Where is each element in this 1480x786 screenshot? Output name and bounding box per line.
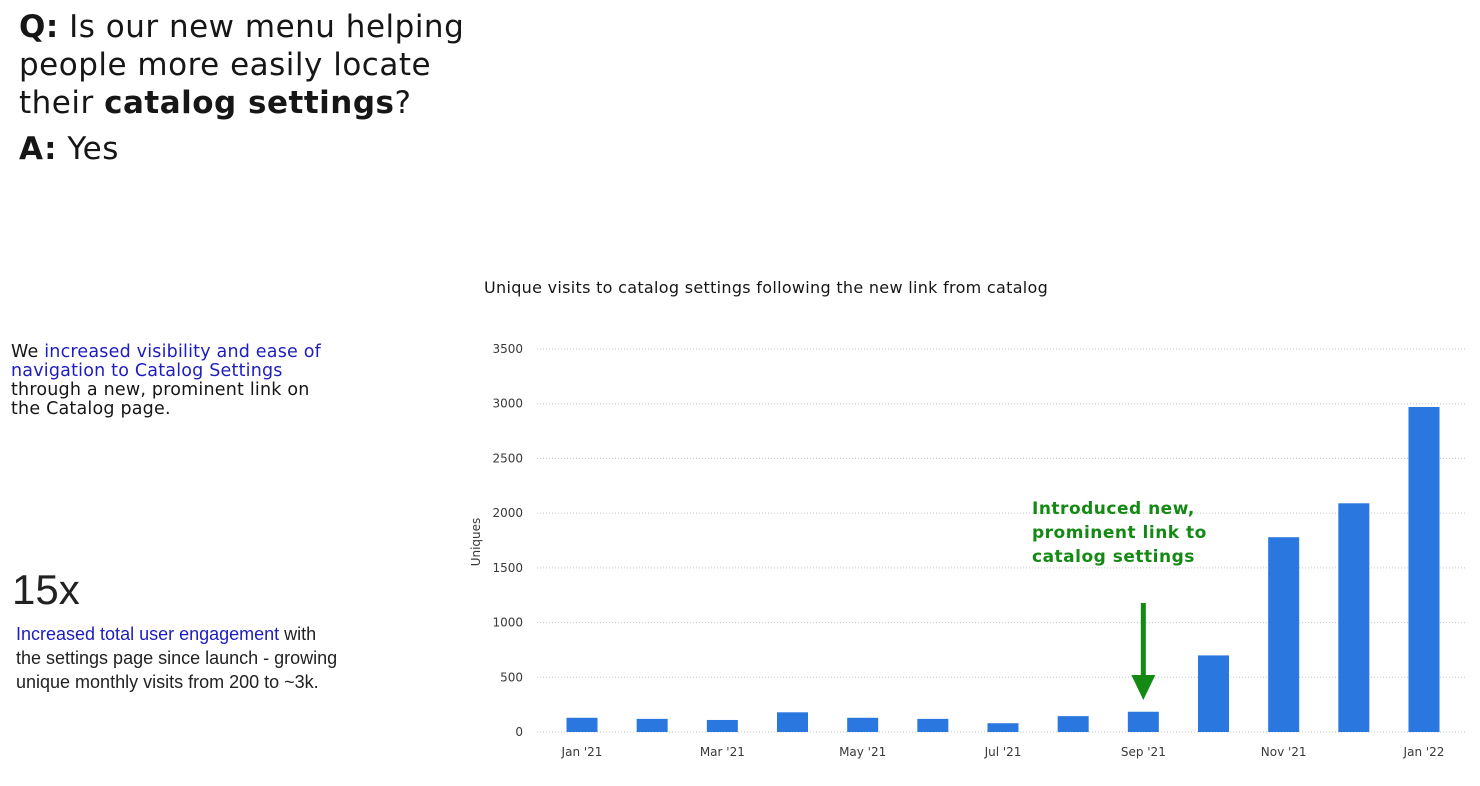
question-suffix: ? <box>394 85 412 121</box>
bar <box>987 723 1019 732</box>
y-tick-label: 2500 <box>492 451 523 465</box>
annotation-text: Introduced new, prominent link to catalo… <box>1032 499 1207 567</box>
stat-rest: with the settings page since launch - gr… <box>16 624 338 692</box>
bar <box>847 717 879 732</box>
y-tick-label: 0 <box>515 725 523 739</box>
bar <box>777 712 808 732</box>
bar <box>1057 716 1089 732</box>
answer: A: Yes <box>19 130 489 168</box>
answer-prefix: A: <box>19 131 57 167</box>
bar <box>1198 655 1229 732</box>
description-rest: through a new, prominent link on the Cat… <box>11 380 310 419</box>
annotation-arrow <box>1131 603 1156 700</box>
y-tick-label: 3000 <box>492 397 523 411</box>
bar <box>1408 406 1440 732</box>
x-tick-label: Nov '21 <box>1261 745 1307 759</box>
bar <box>1268 537 1300 732</box>
bar <box>917 718 949 732</box>
x-tick-label: May '21 <box>839 745 886 759</box>
x-tick-label: Sep '21 <box>1121 745 1166 759</box>
description-lead: We <box>11 342 45 362</box>
answer-text: Yes <box>56 131 119 167</box>
qa-block: Q: Is our new menu helping people more e… <box>19 8 489 168</box>
y-tick-label: 1000 <box>492 616 523 630</box>
description: We increased visibility and ease of navi… <box>11 343 341 419</box>
question-text: Is our new menu helping people more easi… <box>19 9 465 121</box>
y-tick-label: 2000 <box>492 506 523 520</box>
bar <box>566 717 598 732</box>
y-tick-label: 500 <box>500 670 523 684</box>
x-tick-label: Jul '21 <box>984 745 1022 759</box>
y-tick-label: 3500 <box>492 342 523 356</box>
stat-highlight: Increased total user engagement <box>16 624 280 644</box>
bar <box>1127 711 1159 732</box>
bar <box>636 718 668 732</box>
question: Q: Is our new menu helping people more e… <box>19 8 489 122</box>
x-tick-label: Mar '21 <box>700 745 745 759</box>
bars <box>566 406 1440 732</box>
grid-lines <box>537 348 1465 733</box>
bar <box>1338 503 1370 732</box>
y-tick-label: 1500 <box>492 561 523 575</box>
y-axis-ticks: 0 500 1000 1500 2000 2500 3000 3500 <box>492 342 523 739</box>
bar <box>706 719 738 732</box>
chart-title: Unique visits to catalog settings follow… <box>484 278 1049 297</box>
stat-description: Increased total user engagement with the… <box>16 622 346 694</box>
x-tick-label: Jan '21 <box>561 745 603 759</box>
stat-value: 15x <box>12 566 80 613</box>
y-axis-label: Uniques <box>469 518 483 567</box>
description-highlight: increased visibility and ease of navigat… <box>11 342 322 381</box>
x-tick-label: Jan '22 <box>1403 745 1445 759</box>
question-prefix: Q: <box>19 9 59 45</box>
question-highlight: catalog settings <box>104 85 395 121</box>
arrow-head <box>1131 675 1156 700</box>
arrow-shaft <box>1140 603 1146 676</box>
x-axis-ticks: Jan '21 Mar '21 May '21 Jul '21 Sep '21 Nov '… <box>561 745 1445 759</box>
